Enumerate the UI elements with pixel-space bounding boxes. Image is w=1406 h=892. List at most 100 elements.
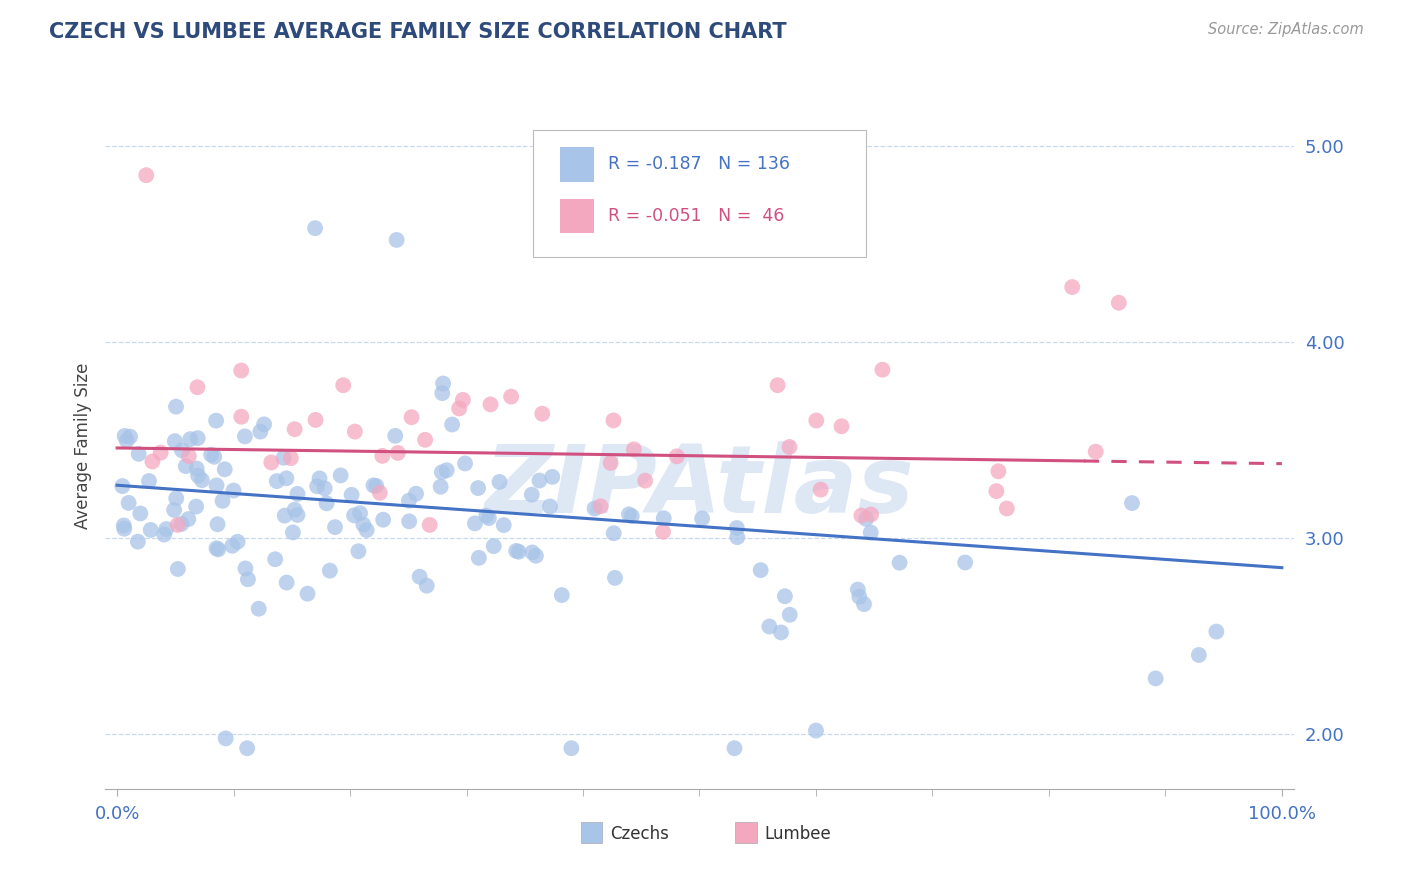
Point bbox=[617, 508, 640, 522]
Point bbox=[602, 413, 624, 427]
Point bbox=[778, 440, 800, 454]
Point bbox=[1062, 280, 1084, 294]
Point bbox=[508, 545, 530, 559]
FancyBboxPatch shape bbox=[561, 147, 593, 182]
Point bbox=[343, 508, 366, 523]
Point bbox=[314, 482, 336, 496]
Point bbox=[848, 590, 870, 604]
FancyBboxPatch shape bbox=[735, 822, 756, 843]
Point bbox=[769, 625, 792, 640]
Text: Source: ZipAtlas.com: Source: ZipAtlas.com bbox=[1208, 22, 1364, 37]
Point bbox=[273, 508, 295, 523]
Point bbox=[211, 493, 233, 508]
Text: R = -0.051   N =  46: R = -0.051 N = 46 bbox=[607, 207, 785, 225]
Point bbox=[531, 407, 554, 421]
Point bbox=[166, 517, 188, 532]
Point bbox=[205, 541, 228, 556]
Point bbox=[200, 448, 222, 462]
Point bbox=[307, 479, 329, 493]
Point bbox=[174, 459, 197, 474]
Point bbox=[986, 484, 1008, 499]
Point bbox=[855, 512, 877, 526]
Point bbox=[468, 550, 491, 565]
Point bbox=[398, 514, 420, 528]
Point bbox=[332, 378, 354, 392]
Point bbox=[419, 517, 441, 532]
Point bbox=[276, 575, 298, 590]
Point bbox=[430, 465, 453, 479]
Point bbox=[366, 479, 388, 493]
Point bbox=[264, 552, 287, 566]
Point bbox=[652, 511, 675, 525]
Point bbox=[429, 480, 451, 494]
Point bbox=[166, 562, 188, 576]
Point bbox=[221, 539, 243, 553]
Point bbox=[623, 442, 645, 457]
Point bbox=[652, 524, 675, 539]
Point bbox=[308, 471, 330, 485]
Point bbox=[155, 522, 177, 536]
Point bbox=[889, 556, 911, 570]
Text: ZIPAtlas: ZIPAtlas bbox=[485, 442, 914, 533]
Point bbox=[831, 419, 853, 434]
Point bbox=[235, 561, 257, 575]
Point bbox=[475, 508, 498, 523]
Point bbox=[287, 487, 309, 501]
Point bbox=[449, 401, 471, 416]
Point bbox=[398, 493, 420, 508]
Point bbox=[634, 474, 657, 488]
Point bbox=[112, 518, 135, 533]
Point bbox=[231, 409, 253, 424]
Point bbox=[492, 518, 515, 533]
FancyBboxPatch shape bbox=[561, 199, 593, 233]
Point bbox=[368, 485, 391, 500]
Point bbox=[690, 511, 713, 525]
Point bbox=[451, 392, 474, 407]
Point bbox=[149, 445, 172, 459]
Point bbox=[135, 168, 157, 182]
Point bbox=[236, 741, 259, 756]
Point bbox=[231, 363, 253, 377]
Point bbox=[253, 417, 276, 432]
Point bbox=[165, 491, 187, 506]
Point bbox=[214, 462, 236, 476]
Point bbox=[233, 429, 256, 443]
Point bbox=[170, 443, 193, 458]
FancyBboxPatch shape bbox=[581, 822, 602, 843]
Point bbox=[347, 544, 370, 558]
Point bbox=[479, 397, 502, 411]
Text: R = -0.187   N = 136: R = -0.187 N = 136 bbox=[607, 155, 790, 173]
Point bbox=[603, 571, 626, 585]
Point bbox=[467, 481, 489, 495]
Point bbox=[385, 233, 408, 247]
Point bbox=[205, 414, 228, 428]
Point bbox=[665, 450, 688, 464]
Point bbox=[853, 597, 876, 611]
Point bbox=[202, 450, 225, 464]
Point bbox=[284, 502, 307, 516]
Point bbox=[478, 511, 501, 525]
Point bbox=[170, 516, 193, 531]
Point bbox=[373, 513, 395, 527]
Point bbox=[583, 501, 606, 516]
Point bbox=[501, 390, 523, 404]
Text: Czechs: Czechs bbox=[610, 825, 669, 843]
Point bbox=[851, 508, 873, 523]
Point bbox=[846, 582, 869, 597]
Point bbox=[319, 564, 342, 578]
Point bbox=[387, 446, 409, 460]
Point bbox=[371, 449, 394, 463]
Point bbox=[304, 221, 326, 235]
Point bbox=[599, 456, 621, 470]
Point bbox=[766, 378, 789, 392]
Point bbox=[281, 525, 304, 540]
Point bbox=[112, 522, 135, 536]
Point bbox=[329, 468, 352, 483]
Point bbox=[177, 512, 200, 526]
Point bbox=[226, 534, 249, 549]
Point bbox=[413, 433, 436, 447]
Point bbox=[165, 400, 187, 414]
Point bbox=[860, 508, 883, 522]
Point bbox=[179, 432, 201, 446]
Point bbox=[779, 607, 801, 622]
